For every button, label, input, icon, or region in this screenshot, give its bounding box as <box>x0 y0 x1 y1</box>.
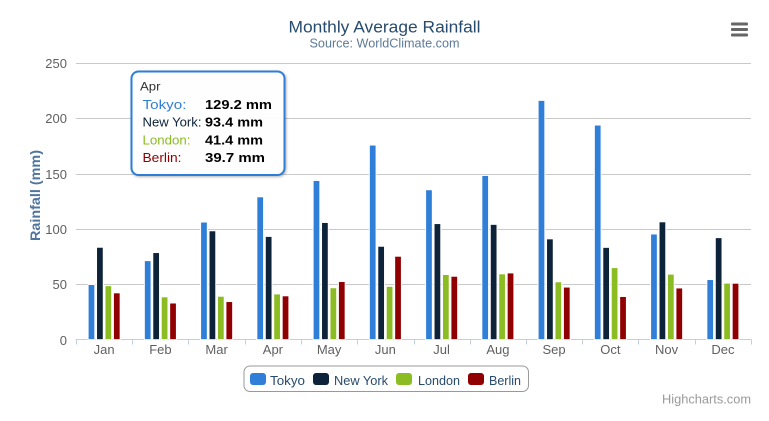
svg-text:Jan: Jan <box>94 342 115 357</box>
svg-text:Jun: Jun <box>375 342 396 357</box>
svg-text:Tokyo:: Tokyo: <box>143 97 187 112</box>
svg-text:41.4 mm: 41.4 mm <box>205 132 263 147</box>
svg-text:Apr: Apr <box>263 342 284 357</box>
svg-text:Highcharts.com: Highcharts.com <box>662 393 751 407</box>
svg-text:Jul: Jul <box>433 342 450 357</box>
svg-text:Monthly Average Rainfall: Monthly Average Rainfall <box>289 19 481 37</box>
svg-text:New York: New York <box>334 373 388 388</box>
svg-text:May: May <box>317 342 342 357</box>
svg-text:Rainfall (mm): Rainfall (mm) <box>28 150 43 241</box>
svg-text:Tokyo: Tokyo <box>270 373 305 388</box>
svg-text:39.7 mm: 39.7 mm <box>205 150 265 165</box>
svg-text:Aug: Aug <box>486 342 509 357</box>
svg-text:Apr: Apr <box>140 80 161 94</box>
svg-text:50: 50 <box>53 277 67 292</box>
svg-text:129.2 mm: 129.2 mm <box>205 97 272 112</box>
svg-text:250: 250 <box>45 56 67 71</box>
svg-text:93.4 mm: 93.4 mm <box>205 115 263 130</box>
svg-text:London:: London: <box>143 132 191 147</box>
svg-text:London: London <box>418 373 460 388</box>
svg-text:Sep: Sep <box>543 342 566 357</box>
svg-text:Source: WorldClimate.com: Source: WorldClimate.com <box>310 36 460 51</box>
svg-text:Dec: Dec <box>711 342 735 357</box>
svg-text:200: 200 <box>45 111 67 126</box>
svg-text:0: 0 <box>60 333 67 348</box>
svg-text:Mar: Mar <box>205 342 228 357</box>
svg-text:Berlin:: Berlin: <box>143 150 182 165</box>
svg-text:100: 100 <box>45 222 67 237</box>
svg-text:150: 150 <box>45 167 67 182</box>
svg-text:Oct: Oct <box>600 342 621 357</box>
svg-text:New York:: New York: <box>143 115 202 130</box>
svg-text:Feb: Feb <box>149 342 171 357</box>
svg-text:Berlin: Berlin <box>489 373 521 388</box>
svg-text:Nov: Nov <box>655 342 679 357</box>
